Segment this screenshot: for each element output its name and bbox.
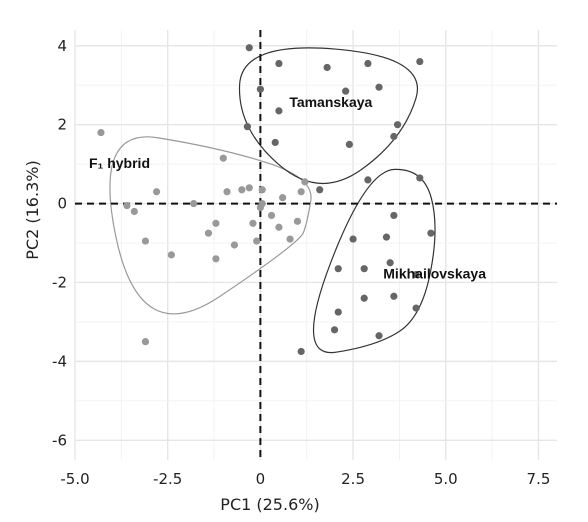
y-tick-label: 2	[57, 116, 67, 134]
grid	[74, 30, 557, 460]
x-tick-label: 0	[256, 470, 266, 488]
point-tamanskaya	[316, 186, 324, 194]
point-tamanskaya	[393, 121, 402, 129]
plot-panel	[75, 30, 557, 460]
point-f-hybrid	[238, 186, 246, 194]
point-tamanskaya	[375, 83, 383, 91]
point-tamanskaya	[416, 57, 424, 66]
point-mikhailovskaya	[416, 174, 424, 182]
point-tamanskaya	[275, 107, 283, 115]
point-f-hybrid	[275, 223, 283, 231]
point-f-hybrid	[190, 199, 198, 208]
point-f-hybrid	[223, 188, 231, 196]
point-mikhailovskaya	[334, 308, 342, 316]
hull-mikhailovskaya	[313, 168, 436, 354]
point-mikhailovskaya	[330, 326, 339, 334]
y-tick-label: -4	[52, 352, 67, 370]
point-f-hybrid	[152, 188, 161, 196]
x-tick-labels: -5.0 -2.5 0 2.5 5.0 7.5	[60, 470, 550, 488]
point-f-hybrid	[253, 237, 261, 245]
point-f-hybrid	[167, 251, 175, 259]
point-tamanskaya	[345, 140, 353, 149]
hull-tamanskaya	[238, 47, 418, 184]
point-f-hybrid	[219, 154, 227, 162]
point-mikhailovskaya	[360, 265, 368, 273]
group-label: Tamanskaya	[289, 94, 372, 110]
point-f-hybrid	[301, 178, 309, 186]
x-tick-label: -2.5	[153, 470, 182, 488]
point-tamanskaya	[243, 123, 252, 131]
group-label: Mikhailovskaya	[383, 266, 486, 282]
point-mikhailovskaya	[334, 265, 342, 273]
point-f-hybrid	[123, 201, 131, 210]
point-mikhailovskaya	[349, 235, 357, 243]
point-f-hybrid	[141, 338, 150, 346]
point-f-hybrid	[130, 207, 138, 216]
y-tick-labels: -6 -4 -2 0 2 4	[52, 37, 67, 449]
point-tamanskaya	[364, 59, 372, 68]
point-tamanskaya	[323, 63, 331, 72]
point-f-hybrid	[212, 219, 220, 227]
y-tick-label: 4	[57, 37, 67, 55]
y-tick-label: -6	[52, 431, 67, 449]
point-f-hybrid	[230, 241, 239, 249]
hulls	[109, 47, 436, 354]
point-mikhailovskaya	[412, 304, 420, 312]
point-mikhailovskaya	[390, 211, 398, 220]
points	[97, 44, 435, 356]
point-mikhailovskaya	[427, 229, 435, 237]
point-f-hybrid	[97, 128, 105, 137]
point-tamanskaya	[256, 85, 264, 93]
point-f-hybrid	[258, 199, 266, 208]
point-f-hybrid	[141, 237, 150, 245]
x-tick-label: 7.5	[527, 470, 551, 488]
point-f-hybrid	[286, 235, 294, 243]
point-tamanskaya	[275, 59, 283, 68]
point-tamanskaya	[390, 132, 398, 141]
group-label: F₁ hybrid	[89, 155, 150, 171]
x-tick-label: -5.0	[60, 470, 89, 488]
point-mikhailovskaya	[386, 259, 394, 267]
point-tamanskaya	[245, 44, 253, 52]
point-f-hybrid	[245, 184, 253, 192]
point-f-hybrid	[267, 211, 276, 220]
point-f-hybrid	[279, 194, 287, 202]
point-mikhailovskaya	[297, 347, 305, 356]
y-tick-label: -2	[52, 273, 67, 291]
point-tamanskaya	[342, 87, 350, 95]
point-f-hybrid	[204, 229, 213, 237]
reference-lines	[75, 30, 557, 460]
point-f-hybrid	[297, 188, 305, 196]
y-tick-label: 0	[57, 195, 67, 213]
x-axis-title: PC1 (25.6%)	[220, 495, 319, 514]
point-f-hybrid	[293, 217, 302, 225]
x-tick-label: 2.5	[341, 470, 365, 488]
point-tamanskaya	[271, 138, 279, 147]
y-axis-title: PC2 (16.3%)	[23, 160, 42, 259]
x-tick-label: 5.0	[434, 470, 458, 488]
group-labels: F₁ hybrid Tamanskaya Mikhailovskaya	[89, 94, 486, 282]
point-mikhailovskaya	[360, 294, 368, 302]
point-mikhailovskaya	[375, 332, 383, 340]
point-mikhailovskaya	[412, 270, 420, 279]
hull-f-hybrid	[109, 136, 312, 315]
point-f-hybrid	[212, 255, 220, 263]
point-f-hybrid	[249, 219, 257, 227]
point-f-hybrid	[258, 186, 266, 194]
point-mikhailovskaya	[390, 292, 398, 300]
point-mikhailovskaya	[364, 176, 372, 184]
point-mikhailovskaya	[382, 233, 391, 241]
